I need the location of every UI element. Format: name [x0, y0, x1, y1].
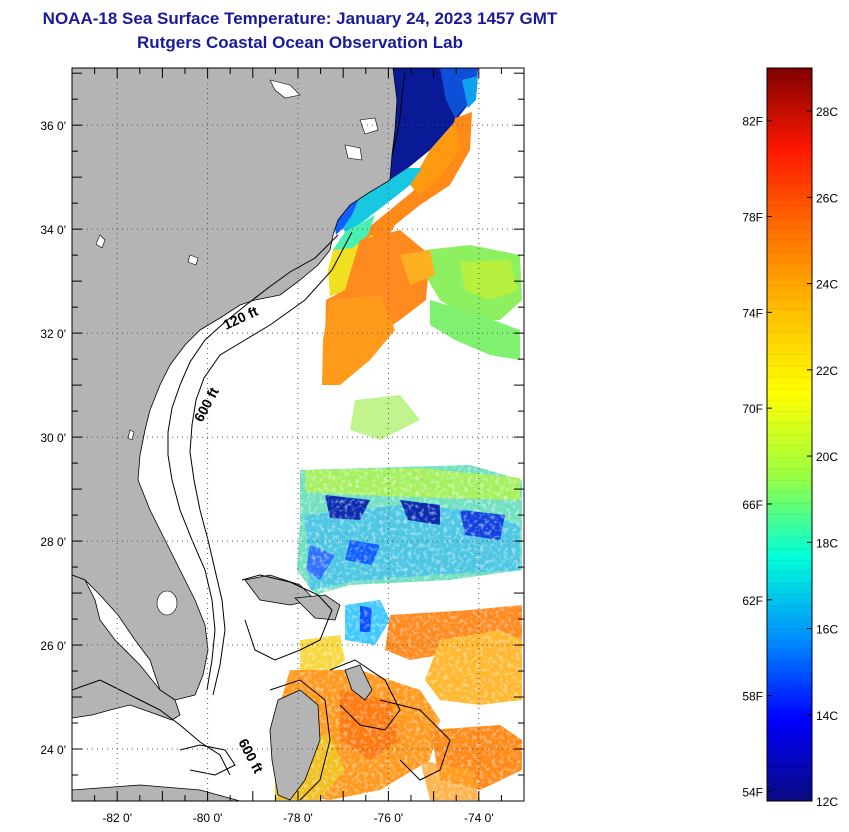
colorbar-f-label: 74F [742, 306, 763, 320]
colorbar-c-label: 16C [816, 623, 838, 637]
bahamas-contour-3 [329, 659, 401, 731]
lon-tick-label: -78 0' [283, 811, 313, 825]
lat-tick-label: 28 0' [40, 535, 66, 549]
colorbar-c-label: 14C [816, 709, 838, 723]
lake-okeechobee [156, 590, 178, 616]
cuba-contour [179, 744, 236, 776]
colorbar-f-label: 82F [742, 115, 763, 129]
cuba-coast [72, 784, 241, 801]
lake-marion [187, 254, 199, 266]
colorbar-f-label: 66F [742, 498, 763, 512]
northern-contour [391, 71, 406, 156]
isobath-120ft [167, 234, 339, 691]
lon-tick-label: -80 0' [193, 811, 223, 825]
us-mainland [72, 68, 398, 701]
colorbar-f-label: 54F [742, 785, 763, 799]
colorbar-f-label: 58F [742, 690, 763, 704]
lat-tick-label: 24 0' [40, 743, 66, 757]
isobath-layer [72, 71, 451, 801]
lon-tick-label: -82 0' [102, 811, 132, 825]
map-subtitle: Rutgers Coastal Ocean Observation Lab [137, 33, 463, 52]
colorbar [766, 67, 813, 802]
lat-tick-label: 34 0' [40, 223, 66, 237]
sst-data-layer [275, 68, 524, 801]
colorbar-c-label: 24C [816, 278, 838, 292]
florida-keys-shore [72, 574, 181, 721]
colorbar-c-label: 12C [816, 795, 838, 809]
lake-small [95, 234, 106, 249]
bahamas-contour-1 [241, 574, 333, 661]
colorbar-fahrenheit-labels: 82F 78F 74F 70F 66F 62F 58F 54F [742, 115, 772, 799]
longitude-labels: -82 0' -80 0' -78 0' -76 0' -74 0' [102, 811, 493, 825]
lon-tick-label: -76 0' [374, 811, 404, 825]
colorbar-c-label: 28C [816, 105, 838, 119]
colorbar-celsius-labels: 28C 26C 24C 22C 20C 18C 16C 14C 12C [807, 105, 838, 809]
lat-tick-label: 32 0' [40, 327, 66, 341]
colorbar-c-label: 26C [816, 191, 838, 205]
map-ticks [71, 68, 525, 802]
sound-north [269, 79, 301, 99]
colorbar-c-label: 20C [816, 450, 838, 464]
colorbar-f-label: 62F [742, 594, 763, 608]
colorbar-f-label: 70F [742, 402, 763, 416]
lat-lon-grid [72, 68, 524, 801]
lat-tick-label: 26 0' [40, 639, 66, 653]
colorbar-c-label: 22C [816, 364, 838, 378]
lon-tick-label: -74 0' [464, 811, 494, 825]
bahamas-contour-2 [269, 679, 331, 801]
andros-island [269, 689, 321, 801]
lat-tick-label: 30 0' [40, 431, 66, 445]
colorbar-bands [767, 78, 812, 791]
pamlico [344, 144, 363, 161]
abaco [294, 594, 341, 621]
map-title: NOAA-18 Sea Surface Temperature: January… [42, 9, 558, 28]
keys-contour [72, 679, 231, 776]
latitude-labels: 36 0' 34 0' 32 0' 30 0' 28 0' 26 0' 24 0' [40, 119, 66, 757]
bahamas-contour-4 [379, 699, 451, 781]
colorbar-f-label: 78F [742, 211, 763, 225]
land-layer [72, 68, 398, 801]
eleuthera [344, 664, 373, 701]
albemarle [359, 117, 379, 135]
lat-tick-label: 36 0' [40, 119, 66, 133]
isobath-600ft [189, 231, 353, 696]
lakes-layer [95, 79, 379, 616]
colorbar-c-label: 18C [816, 536, 838, 550]
